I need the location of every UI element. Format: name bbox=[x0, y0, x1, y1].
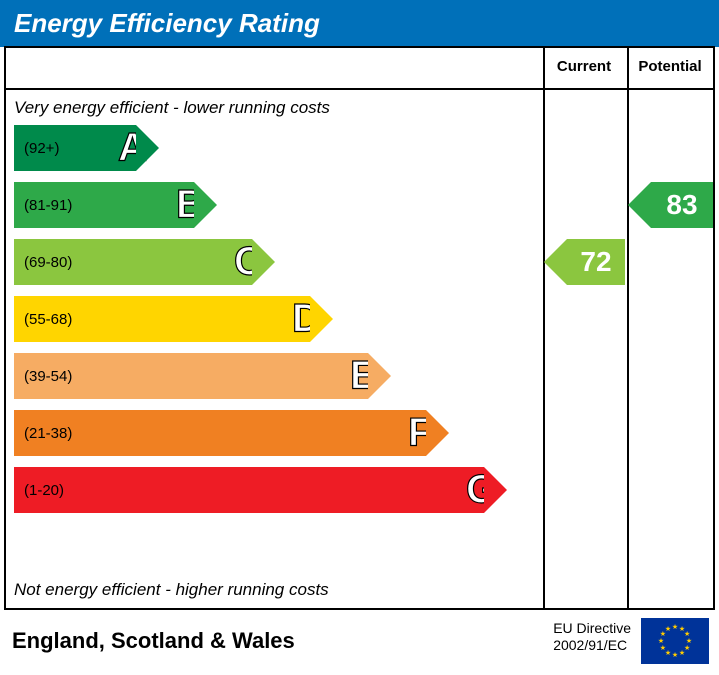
band-range-g: (1-20) bbox=[14, 482, 64, 499]
band-bar-c: (69-80)C bbox=[14, 239, 252, 285]
band-range-f: (21-38) bbox=[14, 425, 72, 442]
band-letter-a: A bbox=[118, 126, 147, 171]
footer-directive: EU Directive 2002/91/EC bbox=[553, 620, 631, 654]
band-bar-g: (1-20)G bbox=[14, 467, 484, 513]
col-header-potential: Potential bbox=[627, 58, 713, 75]
band-row-g: (1-20)G bbox=[14, 467, 484, 513]
band-range-c: (69-80) bbox=[14, 254, 72, 271]
band-range-d: (55-68) bbox=[14, 311, 72, 328]
band-bar-b: (81-91)B bbox=[14, 182, 194, 228]
footer-region: England, Scotland & Wales bbox=[12, 628, 295, 654]
col-divider-potential bbox=[627, 46, 629, 610]
marker-current-value: 72 bbox=[580, 246, 611, 278]
band-letter-c: C bbox=[234, 240, 263, 285]
marker-potential-value: 83 bbox=[666, 189, 697, 221]
band-bar-a: (92+)A bbox=[14, 125, 136, 171]
band-letter-d: D bbox=[292, 297, 321, 342]
band-letter-g: G bbox=[466, 468, 497, 513]
band-letter-b: B bbox=[176, 183, 205, 228]
chart-title: Energy Efficiency Rating bbox=[14, 8, 320, 38]
band-row-f: (21-38)F bbox=[14, 410, 426, 456]
band-bar-d: (55-68)D bbox=[14, 296, 310, 342]
band-letter-f: F bbox=[408, 411, 432, 456]
note-top: Very energy efficient - lower running co… bbox=[14, 98, 330, 118]
note-bottom: Not energy efficient - higher running co… bbox=[14, 580, 329, 600]
epc-chart-container: Energy Efficiency Rating Current Potenti… bbox=[0, 0, 719, 675]
band-bar-e: (39-54)E bbox=[14, 353, 368, 399]
band-letter-e: E bbox=[350, 354, 377, 399]
marker-current: 72 bbox=[567, 239, 625, 285]
band-range-b: (81-91) bbox=[14, 197, 72, 214]
title-bar: Energy Efficiency Rating bbox=[0, 0, 719, 47]
band-range-e: (39-54) bbox=[14, 368, 72, 385]
col-divider-current bbox=[543, 46, 545, 610]
band-row-a: (92+)A bbox=[14, 125, 136, 171]
band-row-e: (39-54)E bbox=[14, 353, 368, 399]
col-header-current: Current bbox=[543, 58, 625, 75]
band-range-a: (92+) bbox=[14, 140, 59, 157]
band-row-c: (69-80)C bbox=[14, 239, 252, 285]
band-row-b: (81-91)B bbox=[14, 182, 194, 228]
col-header-potential-label: Potential bbox=[638, 58, 701, 75]
col-header-current-label: Current bbox=[557, 58, 611, 75]
band-bar-f: (21-38)F bbox=[14, 410, 426, 456]
marker-potential: 83 bbox=[651, 182, 713, 228]
band-row-d: (55-68)D bbox=[14, 296, 310, 342]
header-divider bbox=[4, 88, 715, 90]
eu-flag-icon: ★★★★★★★★★★★★ bbox=[641, 618, 709, 664]
